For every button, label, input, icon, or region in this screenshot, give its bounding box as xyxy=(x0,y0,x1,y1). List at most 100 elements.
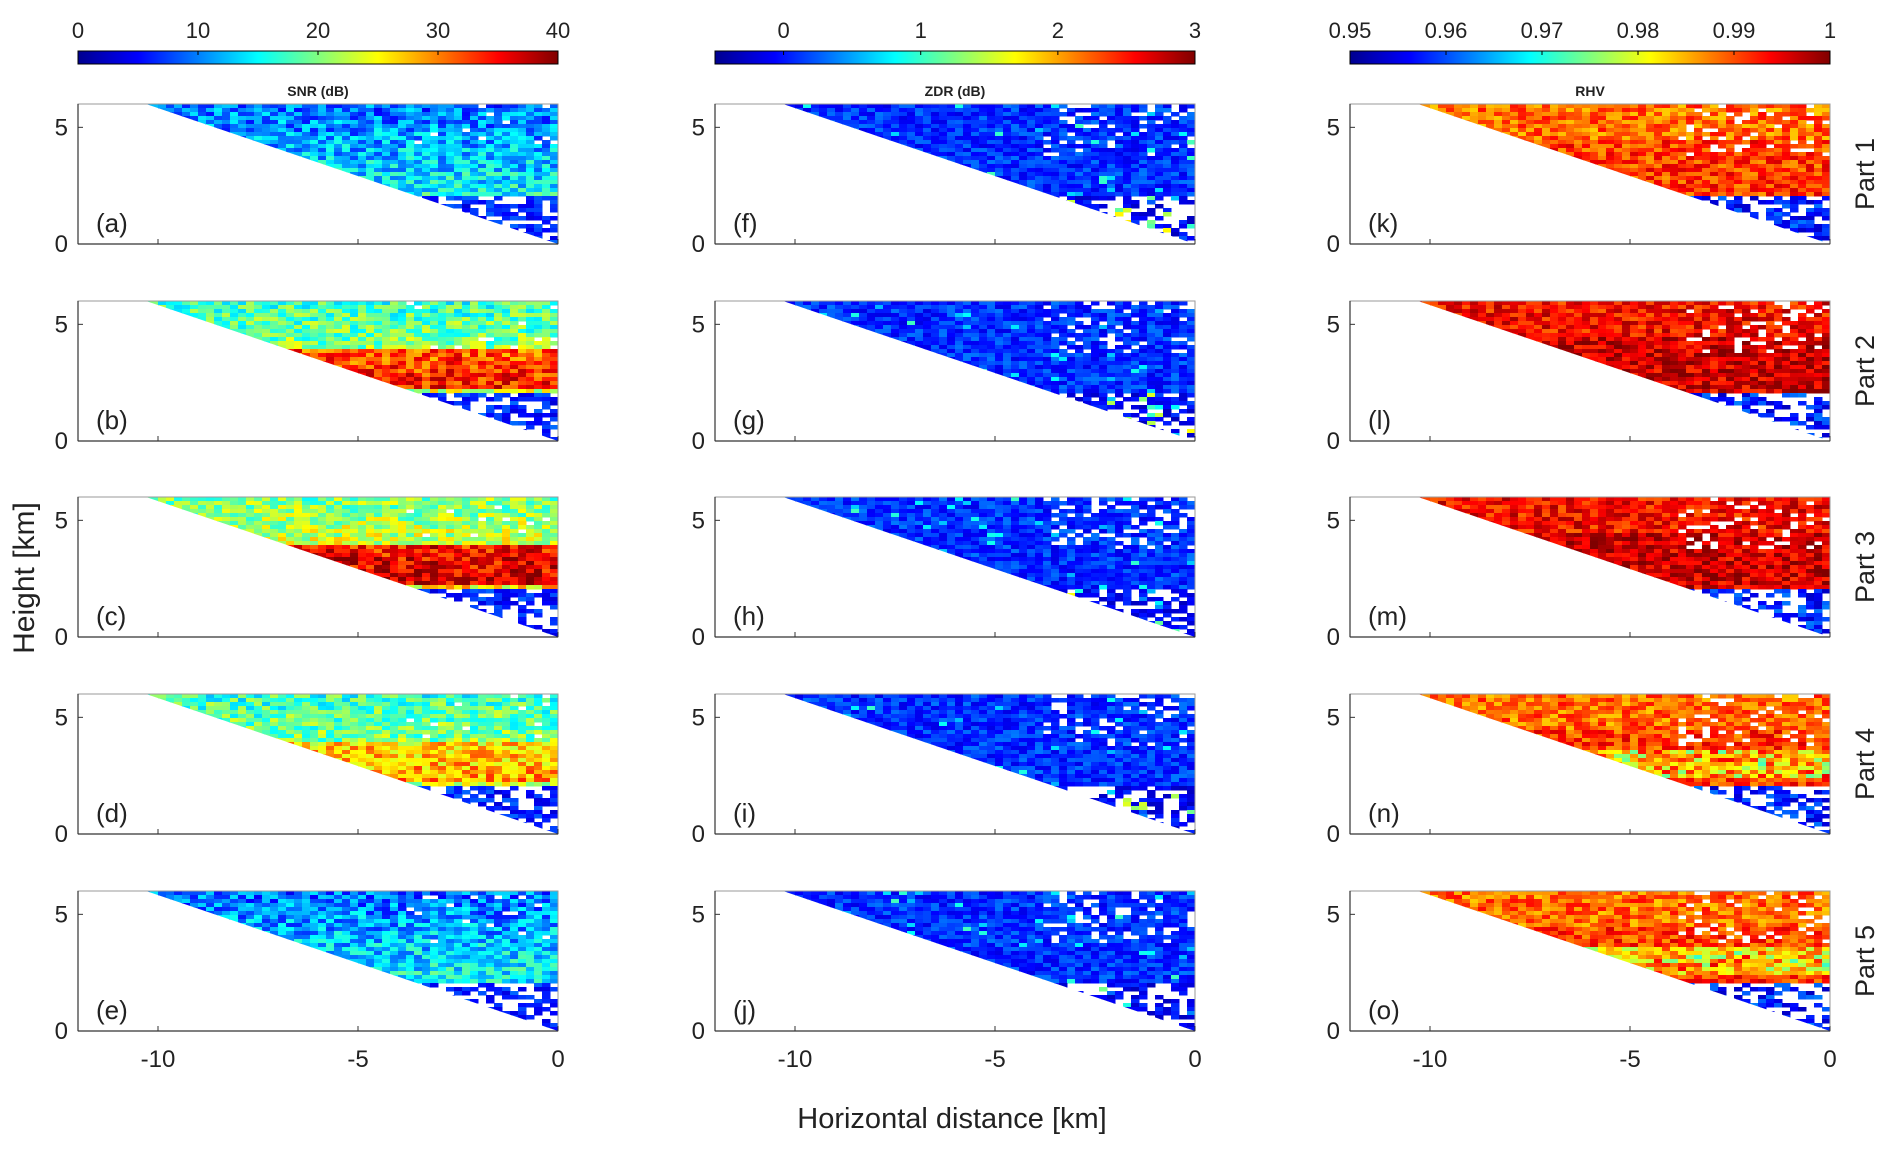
heatmap-cell xyxy=(454,581,463,586)
heatmap-cell xyxy=(430,561,439,566)
heatmap-cell xyxy=(454,497,463,502)
heatmap-cell xyxy=(438,148,447,153)
heatmap-cell xyxy=(238,573,247,578)
heatmap-cell xyxy=(222,581,231,586)
heatmap-cell xyxy=(174,305,183,310)
heatmap-cell xyxy=(422,232,431,237)
heatmap-cell xyxy=(406,313,415,318)
heatmap-cell xyxy=(414,104,423,109)
heatmap-cell xyxy=(438,393,447,398)
heatmap-cell xyxy=(166,232,175,237)
heatmap-cell xyxy=(374,180,383,185)
heatmap-cell xyxy=(182,333,191,338)
heatmap-cell xyxy=(78,341,87,346)
heatmap-cell xyxy=(342,429,351,434)
heatmap-cell xyxy=(446,545,455,550)
heatmap-cell xyxy=(86,557,95,562)
heatmap-cell xyxy=(190,497,199,502)
heatmap-cell xyxy=(406,136,415,141)
heatmap-cell xyxy=(550,313,558,318)
heatmap-cell xyxy=(518,337,527,342)
heatmap-cell xyxy=(158,413,167,418)
heatmap-cell xyxy=(146,148,151,153)
heatmap-cell xyxy=(126,517,135,522)
heatmap-cell xyxy=(518,397,527,402)
heatmap-cell xyxy=(174,517,183,522)
heatmap-cell xyxy=(510,148,519,153)
heatmap-cell xyxy=(86,236,95,241)
heatmap-cell xyxy=(470,325,479,330)
heatmap-cell xyxy=(270,357,279,362)
heatmap-cell xyxy=(86,228,95,233)
heatmap-cell xyxy=(146,152,151,157)
heatmap-cell xyxy=(118,353,127,358)
heatmap-cell xyxy=(358,104,367,109)
heatmap-cell xyxy=(286,216,295,221)
heatmap-cell xyxy=(318,140,327,145)
heatmap-cell xyxy=(382,385,391,390)
heatmap-cell xyxy=(270,429,279,434)
heatmap-cell xyxy=(182,116,191,121)
heatmap-cell xyxy=(278,389,287,394)
heatmap-cell xyxy=(246,200,255,205)
heatmap-cell xyxy=(198,589,207,594)
heatmap-cell xyxy=(134,313,143,318)
heatmap-cell xyxy=(438,541,447,546)
heatmap-cell xyxy=(214,353,223,358)
heatmap-cell xyxy=(302,232,311,237)
heatmap-cell xyxy=(78,537,87,542)
heatmap-cell xyxy=(126,501,135,506)
heatmap-cell xyxy=(414,144,423,149)
heatmap-cell xyxy=(438,216,447,221)
heatmap-cell xyxy=(166,361,175,366)
heatmap-cell xyxy=(190,148,199,153)
heatmap-cell xyxy=(146,517,151,522)
heatmap-cell xyxy=(270,317,279,322)
heatmap-cell xyxy=(454,353,463,358)
colorbar-tick-label: 0.97 xyxy=(1521,18,1564,43)
heatmap-cell xyxy=(366,533,375,538)
heatmap-cell xyxy=(158,529,167,534)
heatmap-cell xyxy=(518,421,527,426)
heatmap-cell xyxy=(510,501,519,506)
heatmap-cell xyxy=(134,365,143,370)
heatmap-cell xyxy=(230,349,239,354)
heatmap-cell xyxy=(238,589,247,594)
heatmap-cell xyxy=(254,369,263,374)
heatmap-cell xyxy=(262,513,271,518)
heatmap-cell xyxy=(78,112,87,117)
heatmap-cell xyxy=(102,104,111,109)
heatmap-cell xyxy=(366,577,375,582)
heatmap-cell xyxy=(158,381,167,386)
heatmap-cell xyxy=(270,505,279,510)
heatmap-cell xyxy=(454,124,463,129)
heatmap-cell xyxy=(214,156,223,161)
heatmap-cell xyxy=(206,577,215,582)
heatmap-cell xyxy=(398,349,407,354)
heatmap-cell xyxy=(406,156,415,161)
heatmap-cell xyxy=(118,172,127,177)
heatmap-cell xyxy=(310,365,319,370)
heatmap-cell xyxy=(134,104,143,109)
heatmap-cell xyxy=(350,108,359,113)
heatmap-cell xyxy=(438,509,447,514)
heatmap-cell xyxy=(102,176,111,181)
heatmap-cell xyxy=(358,529,367,534)
heatmap-cell xyxy=(398,537,407,542)
heatmap-cell xyxy=(310,557,319,562)
heatmap-cell xyxy=(326,112,335,117)
heatmap-cell xyxy=(446,357,455,362)
heatmap-cell xyxy=(494,345,503,350)
heatmap-cell xyxy=(374,196,383,201)
heatmap-cell xyxy=(222,317,231,322)
heatmap-cell xyxy=(198,120,207,125)
heatmap-cell xyxy=(262,517,271,522)
heatmap-cell xyxy=(526,180,535,185)
heatmap-cell xyxy=(94,184,103,189)
heatmap-cell xyxy=(494,561,503,566)
heatmap-cell xyxy=(342,188,351,193)
heatmap-cell xyxy=(198,220,207,225)
heatmap-cell xyxy=(102,381,111,386)
heatmap-cell xyxy=(262,397,271,402)
